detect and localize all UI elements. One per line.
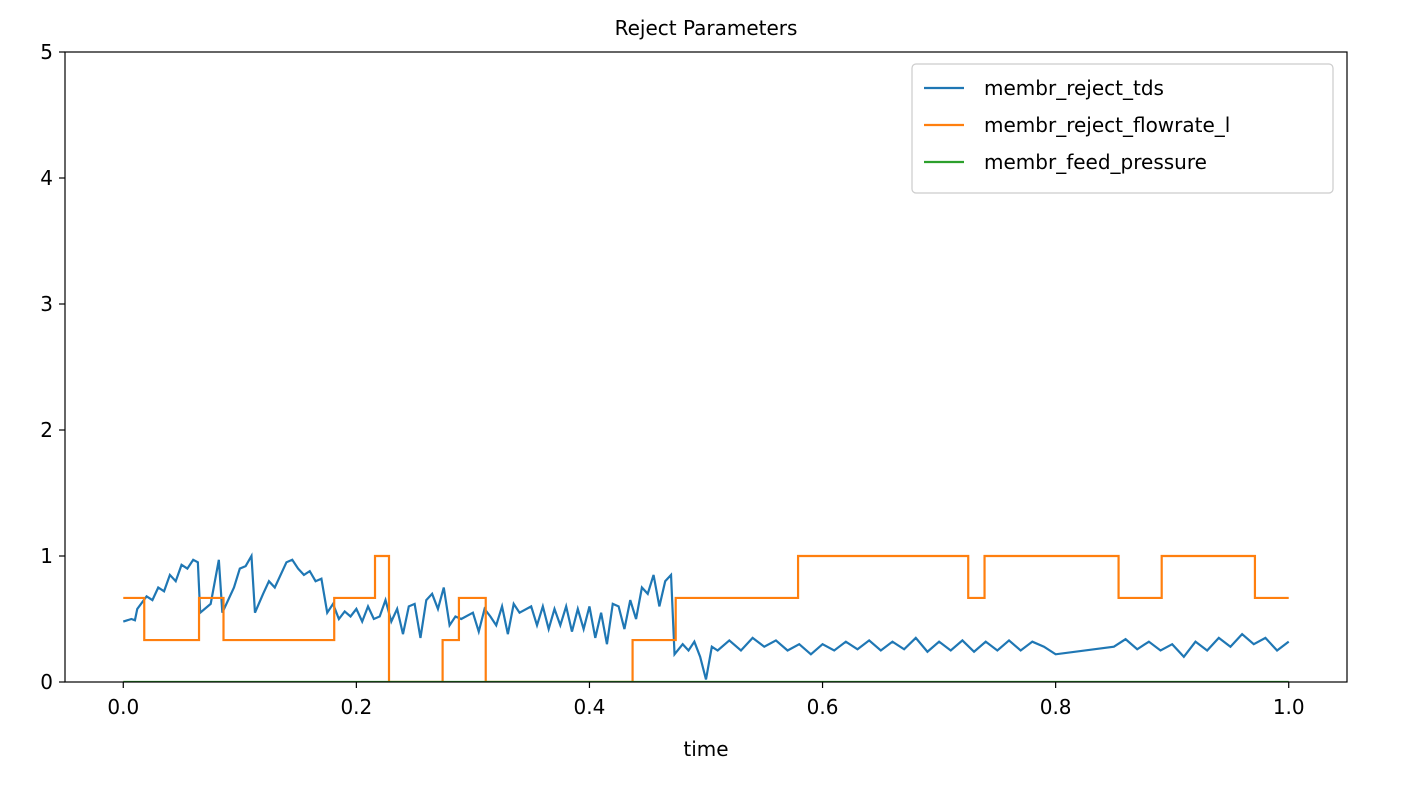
x-tick-label: 0.2 — [340, 695, 372, 719]
legend-label: membr_feed_pressure — [984, 150, 1207, 174]
x-tick-label: 1.0 — [1273, 695, 1305, 719]
x-tick-label: 0.0 — [107, 695, 139, 719]
y-tick-label: 4 — [40, 166, 53, 190]
y-tick-label: 2 — [40, 418, 53, 442]
series-line — [123, 554, 1289, 682]
chart-title: Reject Parameters — [615, 16, 798, 40]
plot-frame — [64, 51, 1348, 683]
x-tick-label: 0.4 — [574, 695, 606, 719]
legend-label: membr_reject_flowrate_l — [984, 113, 1230, 137]
legend-box — [911, 63, 1334, 194]
y-tick-label: 3 — [40, 292, 53, 316]
x-tick-label: 0.6 — [807, 695, 839, 719]
y-tick-label: 0 — [40, 670, 53, 694]
y-tick-label: 1 — [40, 544, 53, 568]
legend-label: membr_reject_tds — [984, 76, 1164, 100]
figure-suptitle: time — [683, 0, 728, 1]
x-axis-label: time — [683, 737, 728, 761]
y-tick-label: 5 — [40, 40, 53, 64]
x-tick-label: 0.8 — [1040, 695, 1072, 719]
series-line — [122, 552, 1290, 680]
